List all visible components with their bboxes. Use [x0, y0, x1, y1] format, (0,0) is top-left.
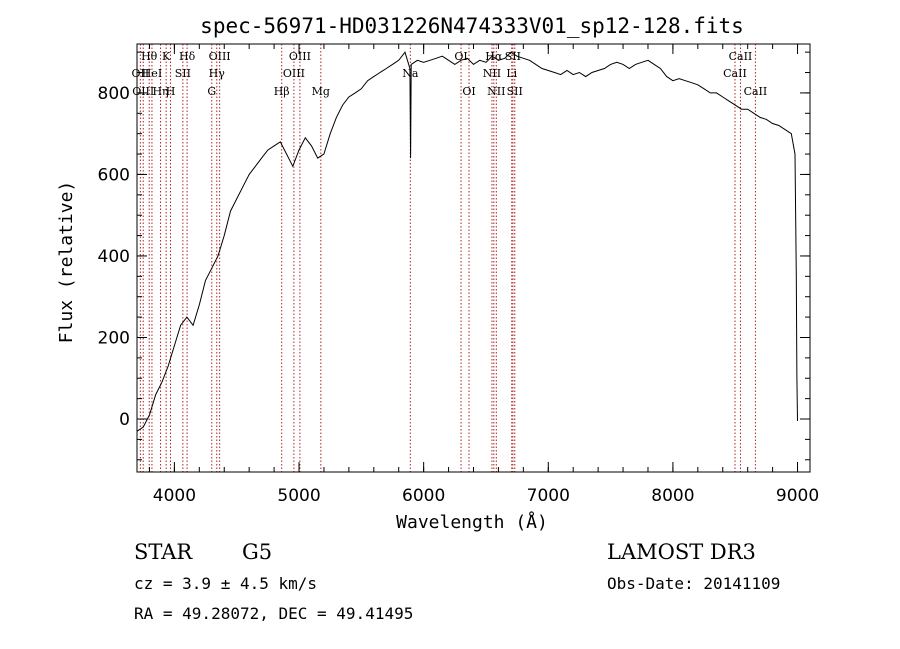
y-axis: 0 200 400 600 800 [98, 51, 810, 461]
line-marker-labels: OII OIII Hθ HeI Hη K H SII Hδ G Hγ OIII Hβ OIII OIII Mg… [132, 50, 768, 98]
line-marker-label-25: CaII [723, 67, 747, 80]
line-marker-label-13: OIII [283, 67, 305, 80]
spectrum-line [136, 51, 798, 432]
redshift-value: cz = 3.9 ± 4.5 km/s [134, 574, 318, 593]
line-marker-label-27: CaII [744, 85, 768, 98]
obs-date: Obs-Date: 20141109 [607, 574, 781, 593]
line-marker-label-4: Hη [152, 85, 168, 98]
line-marker-label-22: Li [506, 67, 517, 80]
chart-title: spec-56971-HD031226N474333V01_sp12-128.f… [200, 14, 744, 38]
x-tick-label-3: 7000 [527, 486, 570, 506]
line-marker-label-15: Mg [312, 85, 330, 98]
x-tick-label-5: 9000 [776, 486, 819, 506]
object-class: STAR [134, 540, 193, 564]
line-marker-label-12: Hβ [274, 85, 290, 98]
y-tick-label-1: 200 [98, 328, 130, 348]
line-marker-label-1: OIII [132, 85, 154, 98]
x-tick-label-2: 6000 [402, 486, 445, 506]
y-tick-label-4: 800 [98, 84, 130, 104]
line-marker-label-18: OI [462, 85, 475, 98]
x-tick-label-4: 8000 [651, 486, 694, 506]
line-marker-label-17: OI [454, 50, 467, 63]
line-markers [139, 44, 756, 472]
line-marker-label-0: OII [132, 67, 150, 80]
line-marker-label-10: Hγ [209, 67, 226, 80]
y-tick-label-0: 0 [119, 410, 130, 430]
line-marker-label-3: HeI [142, 67, 162, 80]
line-marker-label-11: OIII [209, 50, 231, 63]
line-marker-label-24: SII [507, 85, 523, 98]
subclass: G5 [242, 540, 273, 564]
y-axis-label: Flux (relative) [56, 181, 77, 344]
line-marker-label-6: H [166, 85, 176, 98]
line-marker-label-9: G [207, 85, 216, 98]
line-marker-label-23: SII [505, 50, 521, 63]
line-marker-label-8: Hδ [179, 50, 196, 63]
x-tick-label-0: 4000 [153, 486, 196, 506]
line-marker-label-7: SII [175, 67, 191, 80]
line-marker-label-5: K [162, 50, 171, 63]
coordinates: RA = 49.28072, DEC = 49.41495 [134, 604, 414, 623]
line-marker-label-19: NII [483, 67, 501, 80]
survey-name: LAMOST DR3 [607, 540, 756, 564]
plot-frame [136, 43, 811, 473]
line-marker-label-26: CaII [729, 50, 753, 63]
y-tick-label-3: 600 [98, 165, 130, 185]
line-marker-label-14: OIII [289, 50, 311, 63]
line-marker-label-16: Na [402, 67, 419, 80]
line-marker-label-21: NII [487, 85, 505, 98]
x-axis-label: Wavelength (Å) [396, 511, 548, 533]
x-tick-label-1: 5000 [277, 486, 320, 506]
y-tick-label-2: 400 [98, 247, 130, 267]
x-axis: 4000 5000 6000 7000 8000 9000 [148, 44, 819, 506]
line-marker-label-2: Hθ [141, 50, 158, 63]
